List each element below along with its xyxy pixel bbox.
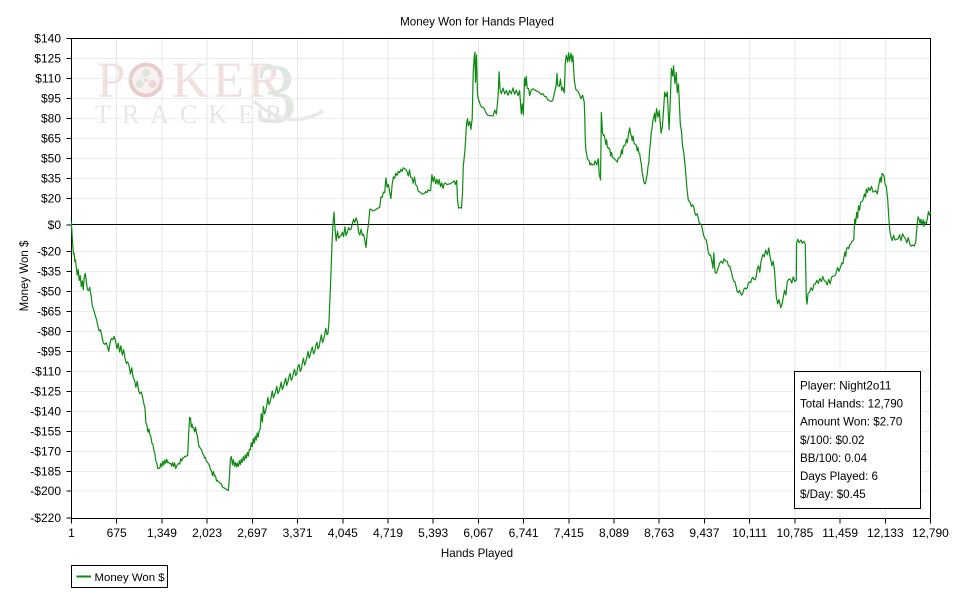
svg-text:2,697: 2,697 (237, 526, 267, 540)
svg-text:1: 1 (68, 526, 75, 540)
svg-text:-$185: -$185 (30, 464, 61, 478)
svg-text:11,459: 11,459 (822, 526, 858, 540)
svg-text:3,371: 3,371 (283, 526, 313, 540)
svg-text:$140: $140 (34, 32, 61, 46)
svg-text:8,089: 8,089 (599, 526, 629, 540)
svg-text:10,111: 10,111 (732, 526, 767, 540)
svg-text:-$110: -$110 (31, 364, 61, 378)
svg-text:$80: $80 (41, 111, 61, 125)
svg-text:Total Hands: 12,790: Total Hands: 12,790 (800, 397, 903, 410)
svg-text:-$125: -$125 (30, 384, 61, 398)
svg-text:-$20: -$20 (37, 245, 61, 259)
svg-text:-$50: -$50 (37, 285, 61, 299)
svg-text:Player: Night2o11: Player: Night2o11 (800, 379, 891, 392)
svg-text:-$35: -$35 (37, 265, 61, 279)
svg-text:7,415: 7,415 (554, 526, 584, 540)
svg-text:$95: $95 (41, 91, 61, 105)
svg-text:1,349: 1,349 (147, 526, 177, 540)
svg-text:-$95: -$95 (37, 344, 61, 358)
svg-text:-$155: -$155 (30, 424, 61, 438)
svg-text:3: 3 (254, 45, 297, 141)
svg-text:BB/100: 0.04: BB/100: 0.04 (800, 452, 868, 465)
svg-text:P: P (97, 53, 125, 109)
svg-text:Amount Won: $2.70: Amount Won: $2.70 (800, 416, 902, 429)
svg-text:Money Won for Hands Played: Money Won for Hands Played (400, 16, 554, 29)
svg-text:10,785: 10,785 (777, 526, 814, 540)
svg-text:-$140: -$140 (30, 404, 61, 418)
svg-text:Money Won $: Money Won $ (95, 572, 166, 584)
svg-text:Days Played: 6: Days Played: 6 (800, 470, 878, 483)
svg-text:$125: $125 (34, 51, 61, 65)
svg-text:2,023: 2,023 (192, 526, 222, 540)
svg-text:$65: $65 (41, 131, 61, 145)
svg-text:TRACKER: TRACKER (95, 100, 293, 129)
svg-text:Hands Played: Hands Played (441, 547, 513, 560)
svg-text:$/100: $0.02: $/100: $0.02 (800, 434, 864, 447)
svg-text:6,741: 6,741 (509, 526, 539, 540)
svg-text:8,763: 8,763 (644, 526, 674, 540)
svg-text:9,437: 9,437 (689, 526, 719, 540)
svg-text:12,790: 12,790 (912, 526, 949, 540)
svg-text:5,393: 5,393 (418, 526, 448, 540)
svg-text:$0: $0 (48, 218, 62, 232)
svg-text:-$220: -$220 (30, 511, 61, 525)
svg-text:-$80: -$80 (37, 324, 61, 338)
svg-text:4,045: 4,045 (328, 526, 358, 540)
svg-text:$20: $20 (41, 191, 61, 205)
svg-text:675: 675 (107, 526, 127, 540)
svg-text:Money Won $: Money Won $ (19, 240, 31, 311)
svg-text:-$65: -$65 (37, 305, 61, 319)
svg-text:12,133: 12,133 (867, 526, 904, 540)
svg-text:-$170: -$170 (30, 444, 61, 458)
svg-text:KER: KER (172, 53, 286, 109)
svg-text:4,719: 4,719 (373, 526, 403, 540)
svg-text:$50: $50 (41, 151, 61, 165)
svg-text:$110: $110 (35, 71, 61, 85)
svg-text:$/Day: $0.45: $/Day: $0.45 (800, 488, 866, 501)
svg-text:6,067: 6,067 (463, 526, 493, 540)
svg-text:-$200: -$200 (30, 484, 61, 498)
svg-text:$35: $35 (41, 171, 61, 185)
